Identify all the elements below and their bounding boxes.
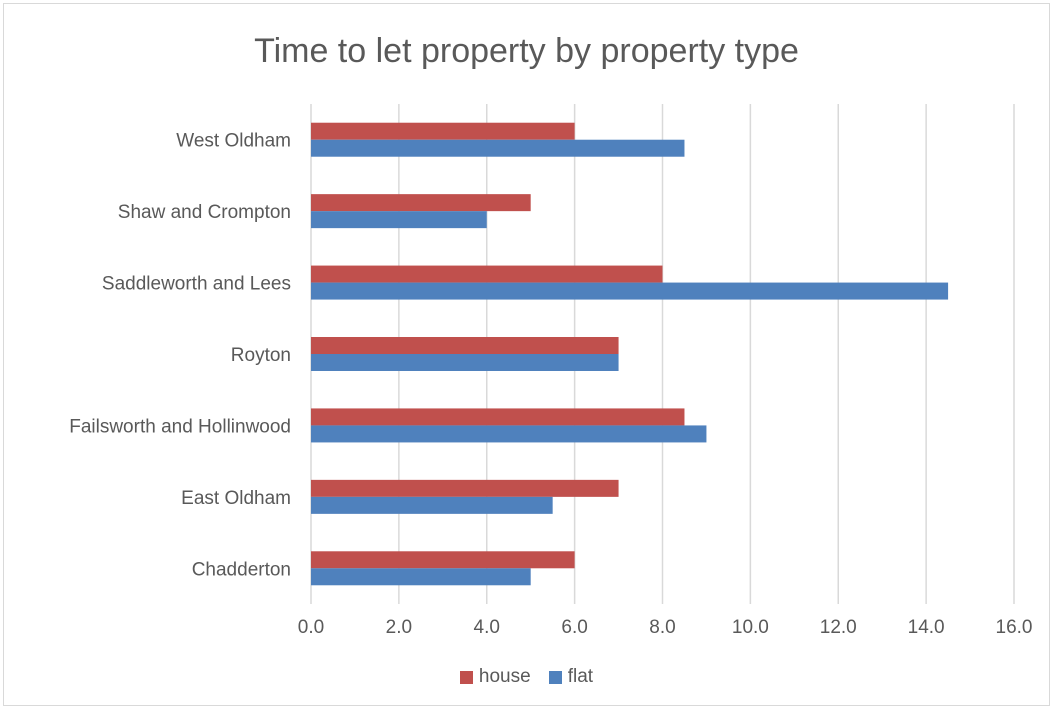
bar-house — [311, 551, 575, 569]
category-label: Failsworth and Hollinwood — [69, 416, 291, 437]
x-tick-label: 6.0 — [561, 617, 587, 638]
category-label: West Oldham — [176, 131, 291, 152]
bar-flat — [311, 282, 949, 300]
legend-item-house: house — [459, 666, 531, 688]
bar-flat — [311, 425, 707, 443]
legend-swatch-flat — [548, 670, 562, 684]
x-tick-label: 0.0 — [298, 617, 324, 638]
bar-flat — [311, 139, 685, 157]
x-tick-label: 4.0 — [474, 617, 500, 638]
bar-house — [311, 194, 531, 212]
bar-flat — [311, 211, 487, 229]
category-label: Chadderton — [192, 559, 291, 580]
x-tick-label: 16.0 — [996, 617, 1033, 638]
x-tick-label: 8.0 — [649, 617, 675, 638]
legend-swatch-house — [459, 670, 473, 684]
category-label: Royton — [231, 345, 291, 366]
x-tick-label: 14.0 — [908, 617, 945, 638]
x-tick-labels: 0.0 2.0 4.0 6.0 8.0 10.0 12.0 14.0 16.0 — [298, 617, 1033, 638]
bar-flat — [311, 496, 553, 514]
bars — [311, 122, 949, 586]
x-tick-label: 10.0 — [732, 617, 769, 638]
x-tick-label: 12.0 — [820, 617, 857, 638]
bar-house — [311, 479, 619, 497]
bar-flat — [311, 354, 619, 371]
legend-item-flat: flat — [548, 666, 594, 688]
legend-label-house: house — [478, 666, 531, 687]
category-labels: Chadderton East Oldham Failsworth and Holl… — [69, 131, 291, 581]
legend: house flat — [4, 666, 1049, 688]
bar-house — [311, 408, 685, 426]
chart-title: Time to let property by property type — [254, 32, 799, 70]
legend-label-flat: flat — [567, 666, 594, 687]
bar-house — [311, 265, 663, 283]
chart-frame: Time to let property by property type 0.… — [3, 3, 1050, 706]
plot-area: 0.0 2.0 4.0 6.0 8.0 10.0 12.0 14.0 16.0 Chaddert… — [69, 104, 1033, 638]
category-label: East Oldham — [181, 488, 291, 509]
category-label: Shaw and Crompton — [118, 202, 291, 223]
bar-house — [311, 122, 575, 140]
category-label: Saddleworth and Lees — [102, 274, 291, 295]
bar-flat — [311, 568, 531, 586]
x-tick-label: 2.0 — [386, 617, 412, 638]
bar-house — [311, 337, 619, 354]
